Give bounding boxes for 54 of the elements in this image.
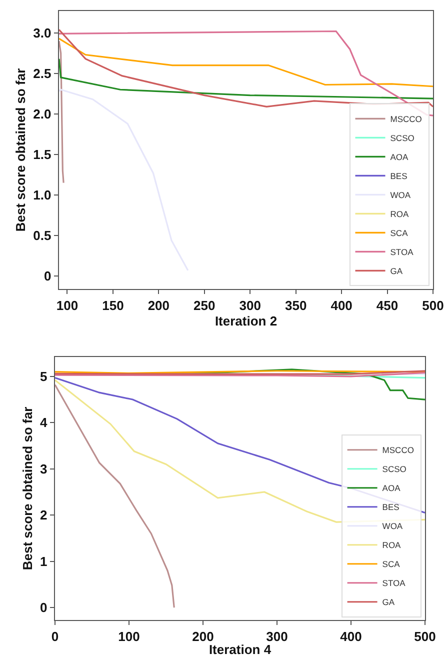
legend-label: BES [382,502,400,512]
x-tick-label: 500 [414,628,436,644]
y-axis-title: Best score obtained so far [13,68,28,232]
x-tick-label: 350 [284,298,307,313]
legend-label: BES [390,171,408,182]
legend-label: MSCCO [390,114,422,124]
legend-label: WOA [390,190,411,200]
y-tick-label: 0 [44,268,52,284]
y-tick-label: 2.0 [33,106,52,122]
x-axis-title: Iteration 2 [214,313,278,328]
y-axis-title: Best score obtained so far [20,406,36,570]
line-series [59,88,189,272]
legend-label: GA [390,266,403,276]
x-tick-label: 300 [239,298,261,313]
y-tick-label: 1.5 [33,147,52,162]
y-tick-label: 1.0 [33,188,52,203]
x-tick-label: 200 [192,628,214,644]
legend-label: SCA [382,559,400,570]
x-tick-label: 300 [266,628,288,644]
legend-label: STOA [390,247,414,258]
legend-label: ROA [390,209,410,220]
legend-label: SCSO [390,133,415,144]
x-tick-label: 250 [194,298,216,313]
legend-label: AOA [390,152,409,162]
legend-label: WOA [382,521,403,532]
legend-label: GA [382,597,395,608]
y-tick-label: 1 [40,554,48,569]
line-series [59,38,433,88]
x-tick-label: 400 [330,298,352,313]
line-series [59,58,433,100]
line-series [55,384,175,608]
legend-label: SCA [390,228,408,238]
y-tick-label: 2 [40,508,48,523]
legend-label: ROA [382,540,402,550]
y-tick-label: 3 [40,461,48,476]
legend-label: AOA [382,483,401,494]
x-tick-label: 100 [118,628,140,644]
y-tick-label: 5 [40,368,48,384]
x-tick-label: 400 [340,628,362,644]
y-tick-label: 0 [40,600,48,616]
legend-label: MSCCO [382,445,414,456]
y-tick-label: 3.0 [33,25,52,40]
x-axis-title: Iteration 4 [208,642,272,657]
x-tick-label: 450 [376,298,398,313]
y-tick-label: 2.5 [33,66,52,81]
legend-label: SCSO [382,464,407,474]
x-tick-label: 150 [102,298,124,313]
legend-label: STOA [382,578,406,588]
y-tick-label: 4 [40,415,48,430]
x-tick-label: 100 [56,298,78,313]
line-series [59,40,64,184]
x-tick-label: 500 [422,298,444,313]
x-tick-label: 200 [148,298,170,313]
y-tick-label: 0.5 [33,228,52,244]
